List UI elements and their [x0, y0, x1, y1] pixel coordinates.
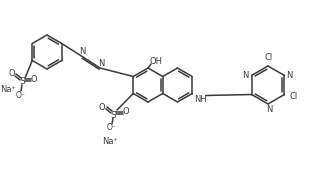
Text: NH: NH [194, 95, 207, 104]
Text: Na⁺: Na⁺ [0, 85, 16, 95]
Text: O: O [123, 107, 129, 117]
Text: Cl: Cl [289, 92, 298, 101]
Text: N: N [286, 71, 293, 80]
Text: O: O [99, 102, 105, 112]
Text: N: N [266, 105, 272, 115]
Text: O⁻: O⁻ [16, 90, 26, 100]
Text: O: O [31, 75, 37, 85]
Text: OH: OH [150, 58, 163, 66]
Text: N: N [79, 48, 85, 56]
Text: O: O [9, 68, 15, 78]
Text: O⁻: O⁻ [107, 124, 117, 132]
Text: Na⁺: Na⁺ [102, 137, 118, 147]
Text: S: S [19, 78, 25, 87]
Text: Cl: Cl [265, 53, 273, 63]
Text: N: N [242, 71, 249, 80]
Text: N: N [98, 58, 104, 68]
Text: S: S [110, 110, 116, 120]
